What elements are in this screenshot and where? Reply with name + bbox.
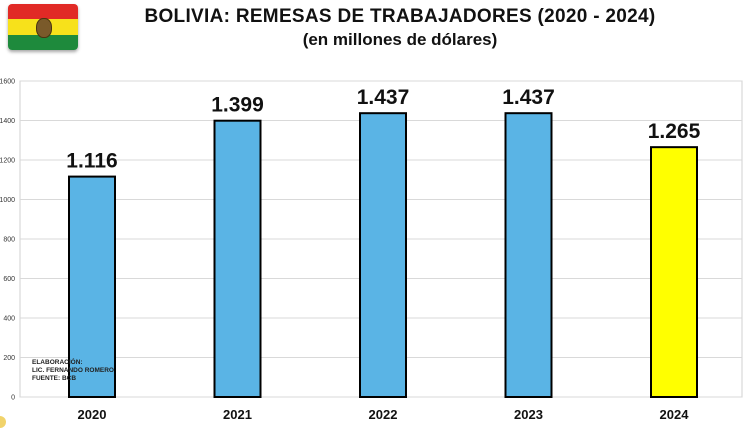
bar-2021 bbox=[213, 119, 262, 398]
flag-red-stripe bbox=[8, 4, 78, 20]
x-tick-label: 2022 bbox=[369, 407, 398, 422]
credits-line-author: LIC. FERNANDO ROMERO bbox=[32, 367, 114, 374]
y-tick-label: 600 bbox=[3, 276, 15, 283]
y-tick-label: 1600 bbox=[0, 79, 15, 86]
corner-badge-icon bbox=[0, 416, 6, 428]
bar-2020 bbox=[68, 175, 116, 398]
bar-2022 bbox=[359, 112, 407, 398]
bar-2024 bbox=[650, 146, 698, 398]
y-tick-label: 1000 bbox=[0, 197, 15, 204]
data-label: 1.265 bbox=[648, 120, 701, 143]
x-tick-label: 2024 bbox=[660, 407, 690, 422]
x-tick-label: 2021 bbox=[223, 407, 252, 422]
chart-subtitle: (en millones de dólares) bbox=[302, 30, 498, 49]
data-label: 1.437 bbox=[357, 86, 410, 109]
data-label: 1.399 bbox=[211, 94, 264, 117]
bolivia-flag-icon bbox=[8, 4, 78, 50]
y-tick-label: 400 bbox=[3, 316, 15, 323]
y-tick-label: 0 bbox=[11, 395, 15, 402]
credits: ELABORACIÓN: LIC. FERNANDO ROMERO FUENTE… bbox=[32, 359, 114, 383]
x-tick-label: 2023 bbox=[514, 407, 543, 422]
y-tick-label: 1400 bbox=[0, 118, 15, 125]
data-label: 1.116 bbox=[66, 150, 117, 173]
y-tick-label: 200 bbox=[3, 355, 15, 362]
credits-line-source: FUENTE: BCB bbox=[32, 375, 77, 382]
y-tick-label: 1200 bbox=[0, 158, 15, 165]
credits-line-elaboracion: ELABORACIÓN: bbox=[32, 359, 83, 366]
title-block: BOLIVIA: REMESAS DE TRABAJADORES (2020 -… bbox=[80, 6, 720, 50]
x-tick-label: 2020 bbox=[78, 407, 107, 422]
bar-2023 bbox=[504, 112, 553, 398]
chart-title: BOLIVIA: REMESAS DE TRABAJADORES (2020 -… bbox=[144, 6, 656, 27]
flag-green-stripe bbox=[8, 34, 78, 50]
data-label: 1.437 bbox=[502, 86, 555, 109]
y-tick-label: 800 bbox=[3, 237, 15, 244]
coat-of-arms-icon bbox=[36, 18, 52, 38]
